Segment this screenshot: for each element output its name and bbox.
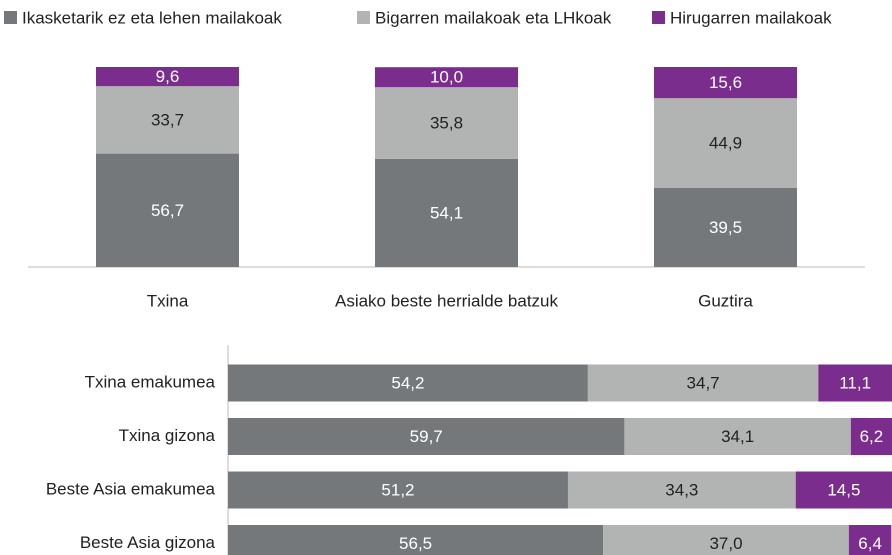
data-label: 51,2 [381, 480, 414, 499]
data-label: 15,6 [709, 73, 742, 92]
bar-segment [654, 188, 797, 267]
bar-segment [603, 525, 849, 555]
bar-segment [96, 153, 239, 267]
data-label: 37,0 [709, 534, 742, 553]
bar-segment [96, 86, 239, 154]
bar-segment [375, 87, 518, 159]
data-label: 11,1 [839, 373, 871, 392]
data-label: 9,6 [156, 67, 180, 86]
bar-segment [567, 471, 796, 509]
data-label: 34,3 [665, 480, 698, 499]
data-label: 56,5 [399, 534, 432, 553]
data-label: 10,0 [430, 68, 463, 87]
bar-segment [818, 364, 892, 402]
bar-segment [228, 418, 625, 455]
data-label: 14,5 [827, 480, 860, 499]
legend-label: Bigarren mailakoak eta LHkoak [375, 8, 612, 27]
data-label: 39,5 [709, 218, 742, 237]
bar-segment [654, 67, 797, 99]
bar-segment [624, 418, 851, 455]
bar-segment [795, 471, 892, 509]
bar-segment [96, 67, 239, 87]
data-label: 34,1 [721, 427, 754, 446]
data-label: 54,2 [391, 373, 424, 392]
data-label: 35,8 [430, 113, 463, 132]
legend-swatch [357, 11, 370, 24]
legend-label: Ikasketarik ez eta lehen mailakoak [22, 8, 282, 27]
y-tick-label: Txina emakumea [85, 372, 216, 391]
y-tick-label: Beste Asia emakumea [46, 479, 216, 498]
data-label: 33,7 [151, 110, 184, 129]
bar-segment [228, 525, 604, 555]
legend-label: Hirugarren mailakoak [670, 8, 832, 27]
legend-swatch [4, 11, 17, 24]
bar-segment [228, 471, 568, 509]
legend-swatch [652, 11, 665, 24]
x-tick-label: Asiako beste herrialde batzuk [335, 291, 559, 310]
data-label: 6,4 [858, 534, 882, 553]
data-label: 56,7 [151, 201, 184, 220]
data-label: 44,9 [709, 134, 742, 153]
y-tick-label: Beste Asia gizona [80, 533, 216, 552]
bar-segment [375, 67, 518, 88]
bar-segment [587, 364, 819, 402]
bar-segment [375, 158, 518, 267]
y-tick-label: Txina gizona [119, 426, 216, 445]
bar-segment [848, 525, 892, 555]
bar-segment [850, 418, 892, 455]
x-tick-label: Guztira [698, 291, 753, 310]
data-label: 34,7 [687, 373, 720, 392]
bar-segment [654, 98, 797, 188]
bar-segment [228, 364, 588, 402]
data-label: 54,1 [430, 203, 463, 222]
data-label: 6,2 [860, 427, 884, 446]
data-label: 59,7 [410, 427, 443, 446]
x-tick-label: Txina [147, 291, 189, 310]
